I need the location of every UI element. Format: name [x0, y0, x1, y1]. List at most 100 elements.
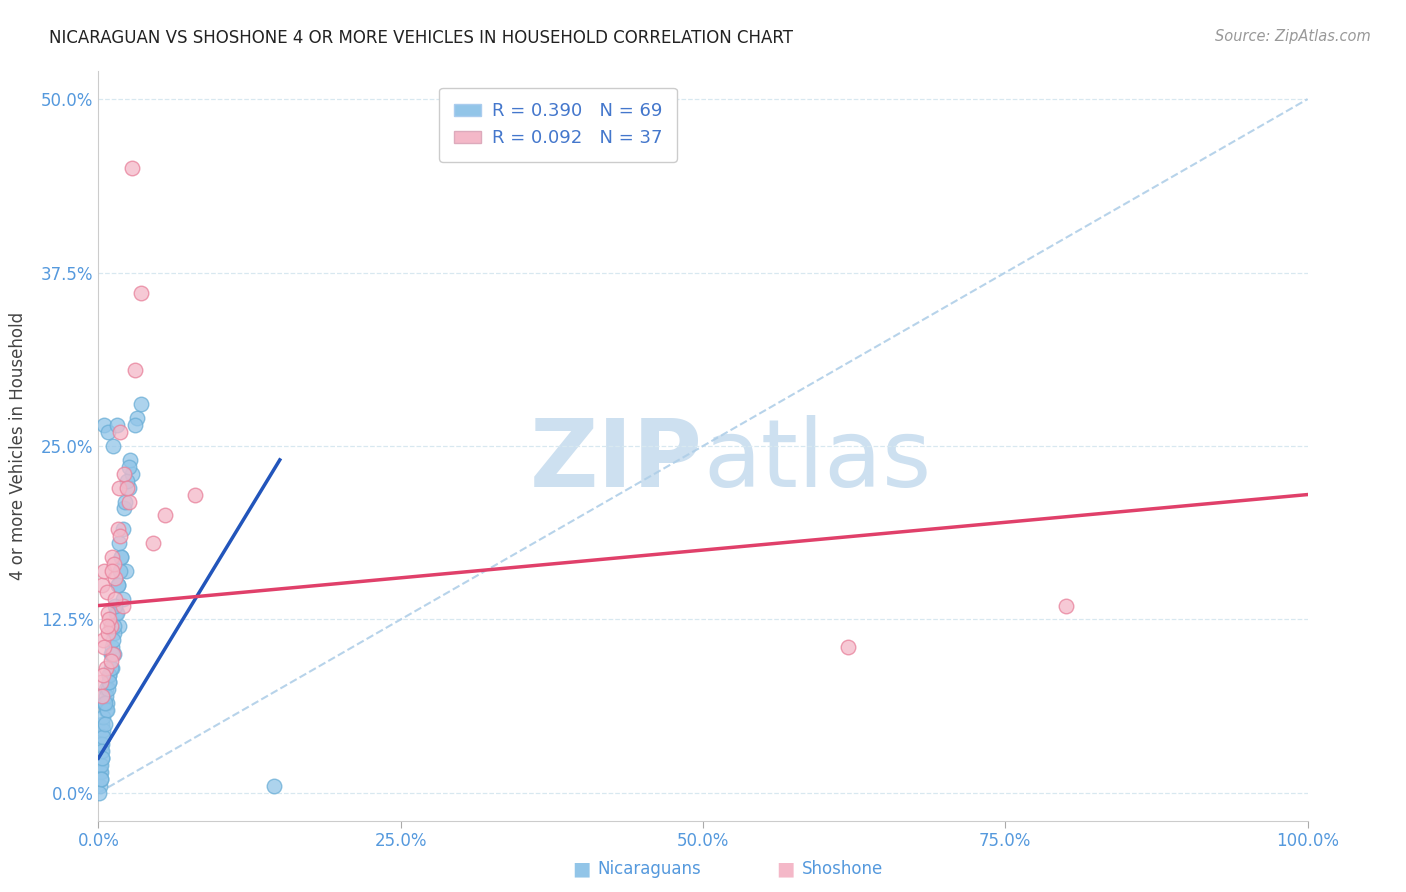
Point	[118, 494, 141, 508]
Point	[98, 674, 121, 689]
Point	[100, 640, 122, 655]
Point	[94, 661, 117, 675]
Point	[111, 591, 134, 606]
Point	[142, 536, 165, 550]
Point	[104, 606, 127, 620]
Point	[108, 536, 131, 550]
Point	[121, 467, 143, 481]
Point	[93, 564, 115, 578]
Point	[837, 640, 859, 655]
Point	[117, 474, 139, 488]
Text: ■: ■	[572, 859, 591, 879]
Point	[129, 397, 152, 411]
Point	[100, 549, 122, 564]
Point	[91, 578, 114, 592]
Point	[127, 411, 149, 425]
Point	[91, 731, 114, 745]
Point	[110, 549, 132, 564]
Point	[98, 612, 121, 626]
Point	[91, 709, 114, 723]
Point	[96, 681, 118, 696]
Point	[96, 584, 118, 599]
Point	[124, 362, 146, 376]
Point	[153, 508, 176, 523]
Point	[100, 619, 122, 633]
Point	[98, 674, 121, 689]
Point	[90, 744, 112, 758]
Point	[89, 779, 111, 793]
Point	[91, 633, 114, 648]
Point	[94, 703, 117, 717]
Point	[103, 557, 125, 571]
Point	[111, 599, 134, 613]
Point	[101, 633, 124, 648]
Point	[111, 522, 134, 536]
Y-axis label: 4 or more Vehicles in Household: 4 or more Vehicles in Household	[8, 312, 27, 580]
Point	[91, 716, 114, 731]
Point	[105, 418, 128, 433]
Point	[112, 467, 135, 481]
Text: NICARAGUAN VS SHOSHONE 4 OR MORE VEHICLES IN HOUSEHOLD CORRELATION CHART: NICARAGUAN VS SHOSHONE 4 OR MORE VEHICLE…	[49, 29, 793, 46]
Point	[129, 286, 152, 301]
Point	[104, 571, 127, 585]
Point	[90, 674, 112, 689]
Point	[97, 606, 120, 620]
Point	[94, 696, 117, 710]
Point	[108, 564, 131, 578]
Point	[108, 619, 131, 633]
Point	[89, 758, 111, 772]
Point	[98, 668, 121, 682]
Point	[96, 703, 118, 717]
Point	[104, 591, 127, 606]
Point	[101, 439, 124, 453]
Point	[117, 481, 139, 495]
Text: Source: ZipAtlas.com: Source: ZipAtlas.com	[1215, 29, 1371, 44]
Point	[118, 459, 141, 474]
Text: atlas: atlas	[703, 415, 931, 507]
Point	[93, 418, 115, 433]
Point	[91, 723, 114, 738]
Point	[104, 599, 127, 613]
Point	[100, 647, 122, 661]
Point	[184, 487, 207, 501]
Point	[118, 453, 141, 467]
Point	[97, 425, 120, 439]
Point	[91, 668, 114, 682]
Point	[91, 751, 114, 765]
Text: Nicaraguans: Nicaraguans	[598, 860, 702, 878]
Point	[93, 640, 115, 655]
Point	[91, 689, 114, 703]
Point	[103, 626, 125, 640]
Point	[100, 647, 122, 661]
Point	[107, 578, 129, 592]
Point	[93, 716, 115, 731]
Point	[97, 626, 120, 640]
Legend: R = 0.390   N = 69, R = 0.092   N = 37: R = 0.390 N = 69, R = 0.092 N = 37	[439, 88, 676, 161]
Text: Shoshone: Shoshone	[801, 860, 883, 878]
Point	[90, 765, 112, 780]
Point	[101, 647, 124, 661]
Point	[96, 619, 118, 633]
Point	[94, 689, 117, 703]
Point	[97, 668, 120, 682]
Point	[108, 481, 131, 495]
Text: ZIP: ZIP	[530, 415, 703, 507]
Point	[100, 564, 122, 578]
Point	[100, 654, 122, 668]
Point	[108, 425, 131, 439]
Point	[107, 522, 129, 536]
Point	[90, 772, 112, 786]
Point	[103, 647, 125, 661]
Point	[108, 529, 131, 543]
Point	[115, 564, 138, 578]
Point	[90, 737, 112, 751]
Point	[97, 681, 120, 696]
Point	[90, 758, 112, 772]
Point	[103, 619, 125, 633]
Point	[263, 779, 285, 793]
Point	[114, 494, 136, 508]
Point	[107, 578, 129, 592]
Point	[110, 549, 132, 564]
Point	[90, 744, 112, 758]
Point	[100, 661, 122, 675]
